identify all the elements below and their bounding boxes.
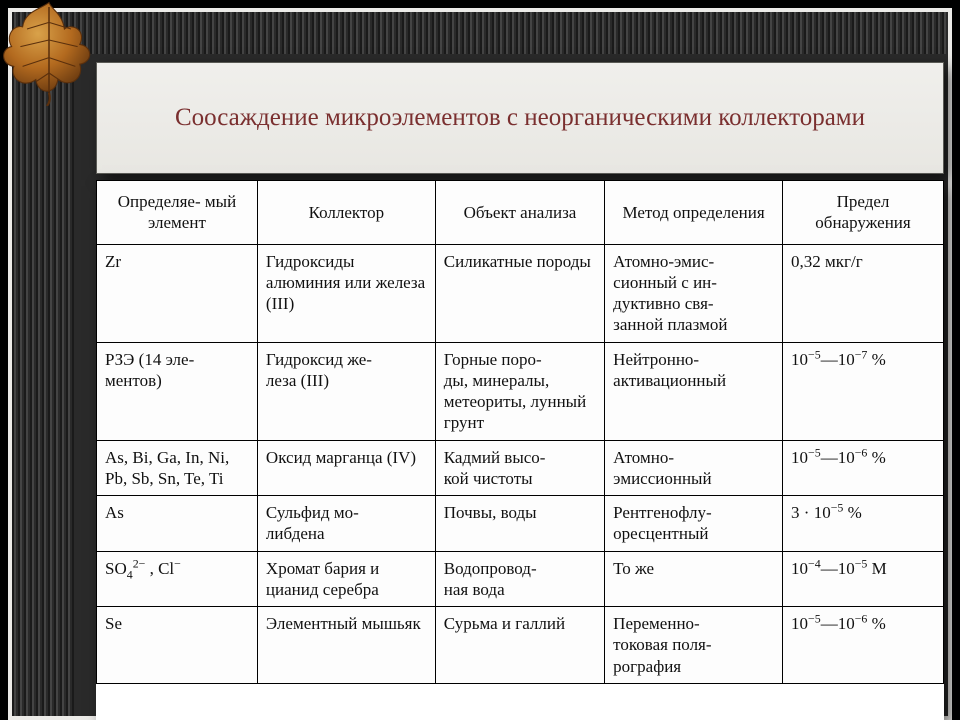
col-collector: Коллектор [257, 181, 435, 245]
table-row: As, Bi, Ga, In, Ni, Pb, Sb, Sn, Te, TiОк… [97, 440, 944, 496]
cell-method: Атомно-эмиссионный [605, 440, 783, 496]
col-object: Объект анализа [435, 181, 604, 245]
table-header-row: Определяе- мый элемент Коллектор Объект … [97, 181, 944, 245]
table-row: SeЭлементный мышьякСурьма и галлийПереме… [97, 607, 944, 684]
col-element: Определяе- мый элемент [97, 181, 258, 245]
page-title: Соосаждение микроэлементов с неорганичес… [175, 102, 865, 133]
cell-element: As, Bi, Ga, In, Ni, Pb, Sb, Sn, Te, Ti [97, 440, 258, 496]
cell-object: Силикатные породы [435, 244, 604, 342]
cell-method: Рентгенофлу-оресцентный [605, 496, 783, 552]
cell-limit: 10−5—10−6 % [783, 607, 944, 684]
cell-method: Атомно-эмис-сионный с ин-дуктивно свя-за… [605, 244, 783, 342]
leaf-icon [0, 0, 104, 106]
cell-collector: Хромат бария и цианид серебра [257, 551, 435, 607]
cell-limit: 10−5—10−6 % [783, 440, 944, 496]
table-row: AsСульфид мо-либденаПочвы, водыРентгеноф… [97, 496, 944, 552]
cell-element: Se [97, 607, 258, 684]
col-method: Метод определения [605, 181, 783, 245]
cell-limit: 0,32 мкг/г [783, 244, 944, 342]
cell-element: SO42− , Cl− [97, 551, 258, 607]
cell-object: Кадмий высо-кой чистоты [435, 440, 604, 496]
cell-limit: 3 · 10−5 % [783, 496, 944, 552]
cell-element: Zr [97, 244, 258, 342]
cell-object: Сурьма и галлий [435, 607, 604, 684]
table-row: SO42− , Cl−Хромат бария и цианид серебра… [97, 551, 944, 607]
cell-object: Горные поро-ды, минералы, метеориты, лун… [435, 342, 604, 440]
table-body: ZrГидроксиды алюминия или железа (III)Си… [97, 244, 944, 683]
cell-collector: Элементный мышьяк [257, 607, 435, 684]
title-panel: Соосаждение микроэлементов с неорганичес… [96, 62, 944, 174]
table-row: РЗЭ (14 эле-ментов)Гидроксид же-леза (II… [97, 342, 944, 440]
table-row: ZrГидроксиды алюминия или железа (III)Си… [97, 244, 944, 342]
cell-limit: 10−4—10−5 М [783, 551, 944, 607]
cell-method: Нейтронно-активационный [605, 342, 783, 440]
cell-element: РЗЭ (14 эле-ментов) [97, 342, 258, 440]
cell-object: Почвы, воды [435, 496, 604, 552]
cell-collector: Оксид марганца (IV) [257, 440, 435, 496]
cell-element: As [97, 496, 258, 552]
cell-collector: Сульфид мо-либдена [257, 496, 435, 552]
cell-limit: 10−5—10−7 % [783, 342, 944, 440]
cell-method: Переменно-токовая поля-рография [605, 607, 783, 684]
col-limit: Предел обнаружения [783, 181, 944, 245]
cell-method: То же [605, 551, 783, 607]
cell-collector: Гидроксиды алюминия или железа (III) [257, 244, 435, 342]
cell-object: Водопровод-ная вода [435, 551, 604, 607]
table-panel: Определяе- мый элемент Коллектор Объект … [96, 180, 944, 720]
cell-collector: Гидроксид же-леза (III) [257, 342, 435, 440]
data-table: Определяе- мый элемент Коллектор Объект … [96, 180, 944, 684]
